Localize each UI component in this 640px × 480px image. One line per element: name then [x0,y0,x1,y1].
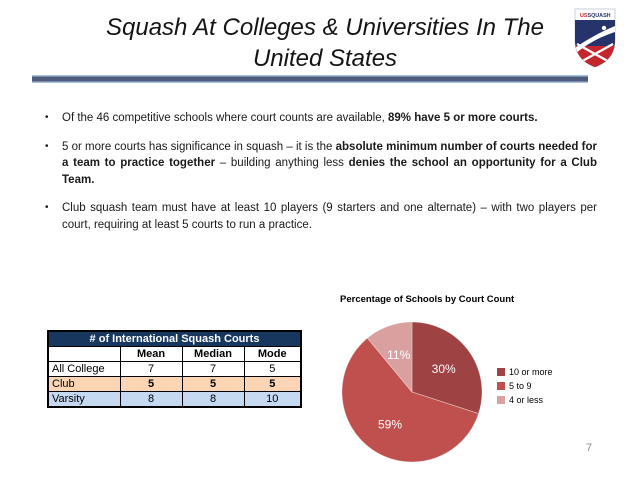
bullet-1-seg0: Of the 46 competitive schools where cour… [62,112,389,124]
cell-median: 7 [181,361,245,377]
bullet-item-3: • Club squash team must have at least 10… [45,200,597,233]
bullet-marker: • [45,140,49,152]
slide-title-line2: United States [252,45,398,72]
pie-slice-10-or-more [411,321,483,415]
col-header-mean: Mean [119,346,183,362]
bullet-2-seg0: 5 or more courts has significance in squ… [62,140,336,153]
table-row-all-college: All College 7 7 5 [47,361,302,377]
us-squash-logo: US SQUASH [572,7,618,69]
col-header-empty [47,346,121,362]
pie-chart-svg: 30% 59% 11% [341,321,483,463]
legend-swatch-icon [497,382,505,390]
row-label: Varsity [47,391,121,408]
squash-ball-icon [601,25,607,31]
shield-swoosh [575,26,615,54]
col-header-median: Median [181,346,245,362]
cell-mode: 5 [243,376,302,392]
table-header-row: Mean Median Mode [47,346,302,362]
legend-item-10-or-more: 10 or more [497,367,553,377]
courts-stats-table: # of International Squash Courts Mean Me… [47,330,302,408]
pie-data-label: 59% [378,417,402,431]
table-title: # of International Squash Courts [47,330,302,347]
cell-median: 5 [181,376,245,392]
table-row-varsity: Varsity 8 8 10 [47,391,302,408]
table-row-club: Club 5 5 5 [47,376,302,392]
bullet-3-seg0: Club squash team must have at least 10 p… [62,202,597,231]
cell-mode: 10 [243,391,302,408]
logo-text-us: US [580,13,588,19]
legend-swatch-icon [497,396,505,404]
bullet-2-seg2: – building anything less [215,157,349,169]
pie-chart: 30% 59% 11% [332,312,492,472]
bullet-text-2: 5 or more courts has significance in squ… [62,139,597,189]
cell-mean: 5 [119,376,183,392]
cell-mean: 8 [119,391,183,408]
bullet-marker: • [45,112,49,123]
bullet-item-1: • Of the 46 competitive schools where co… [45,110,597,127]
cell-mean: 7 [119,361,183,377]
us-squash-shield-icon: US SQUASH [574,8,616,68]
logo-text-squash: SQUASH [588,13,611,19]
bullet-text-1: Of the 46 competitive schools where cour… [62,110,597,127]
legend-swatch-icon [497,368,505,376]
cell-median: 8 [181,391,245,408]
chart-legend: 10 or more 5 to 9 4 or less [497,367,553,409]
pie-slice-5-to-9 [341,337,480,463]
legend-label: 10 or more [509,367,553,377]
page-number: 7 [586,442,593,454]
title-divider [32,75,588,83]
row-label: Club [47,376,121,392]
row-label: All College [47,361,121,377]
legend-label: 5 to 9 [509,381,532,391]
bullet-2-seg3: denies the school an opportunity for a C… [62,157,597,186]
bullet-2-seg1: absolute minimum number of courts needed… [62,140,597,170]
col-header-mode: Mode [243,346,302,362]
legend-item-4-or-less: 4 or less [497,395,553,405]
pie-slice-4-or-less [366,321,413,393]
legend-label: 4 or less [509,395,544,405]
slide-title: Squash At Colleges & Universities In The… [55,12,595,74]
legend-item-5-to-9: 5 to 9 [497,381,553,391]
bullet-list: • Of the 46 competitive schools where co… [45,110,597,245]
pie-data-label: 11% [387,348,410,362]
pie-data-label: 30% [432,362,456,376]
bullet-text-3: Club squash team must have at least 10 p… [62,200,597,233]
slide-title-line1: Squash At Colleges & Universities In The [106,14,544,41]
bullet-item-2: • 5 or more courts has significance in s… [45,139,597,189]
bullet-1-seg1: 89% have 5 or more courts. [388,112,538,124]
bullet-marker: • [45,202,49,213]
table-title-row: # of International Squash Courts [47,330,302,347]
chart-title: Percentage of Schools by Court Count [340,294,515,305]
cell-mode: 5 [243,361,302,377]
